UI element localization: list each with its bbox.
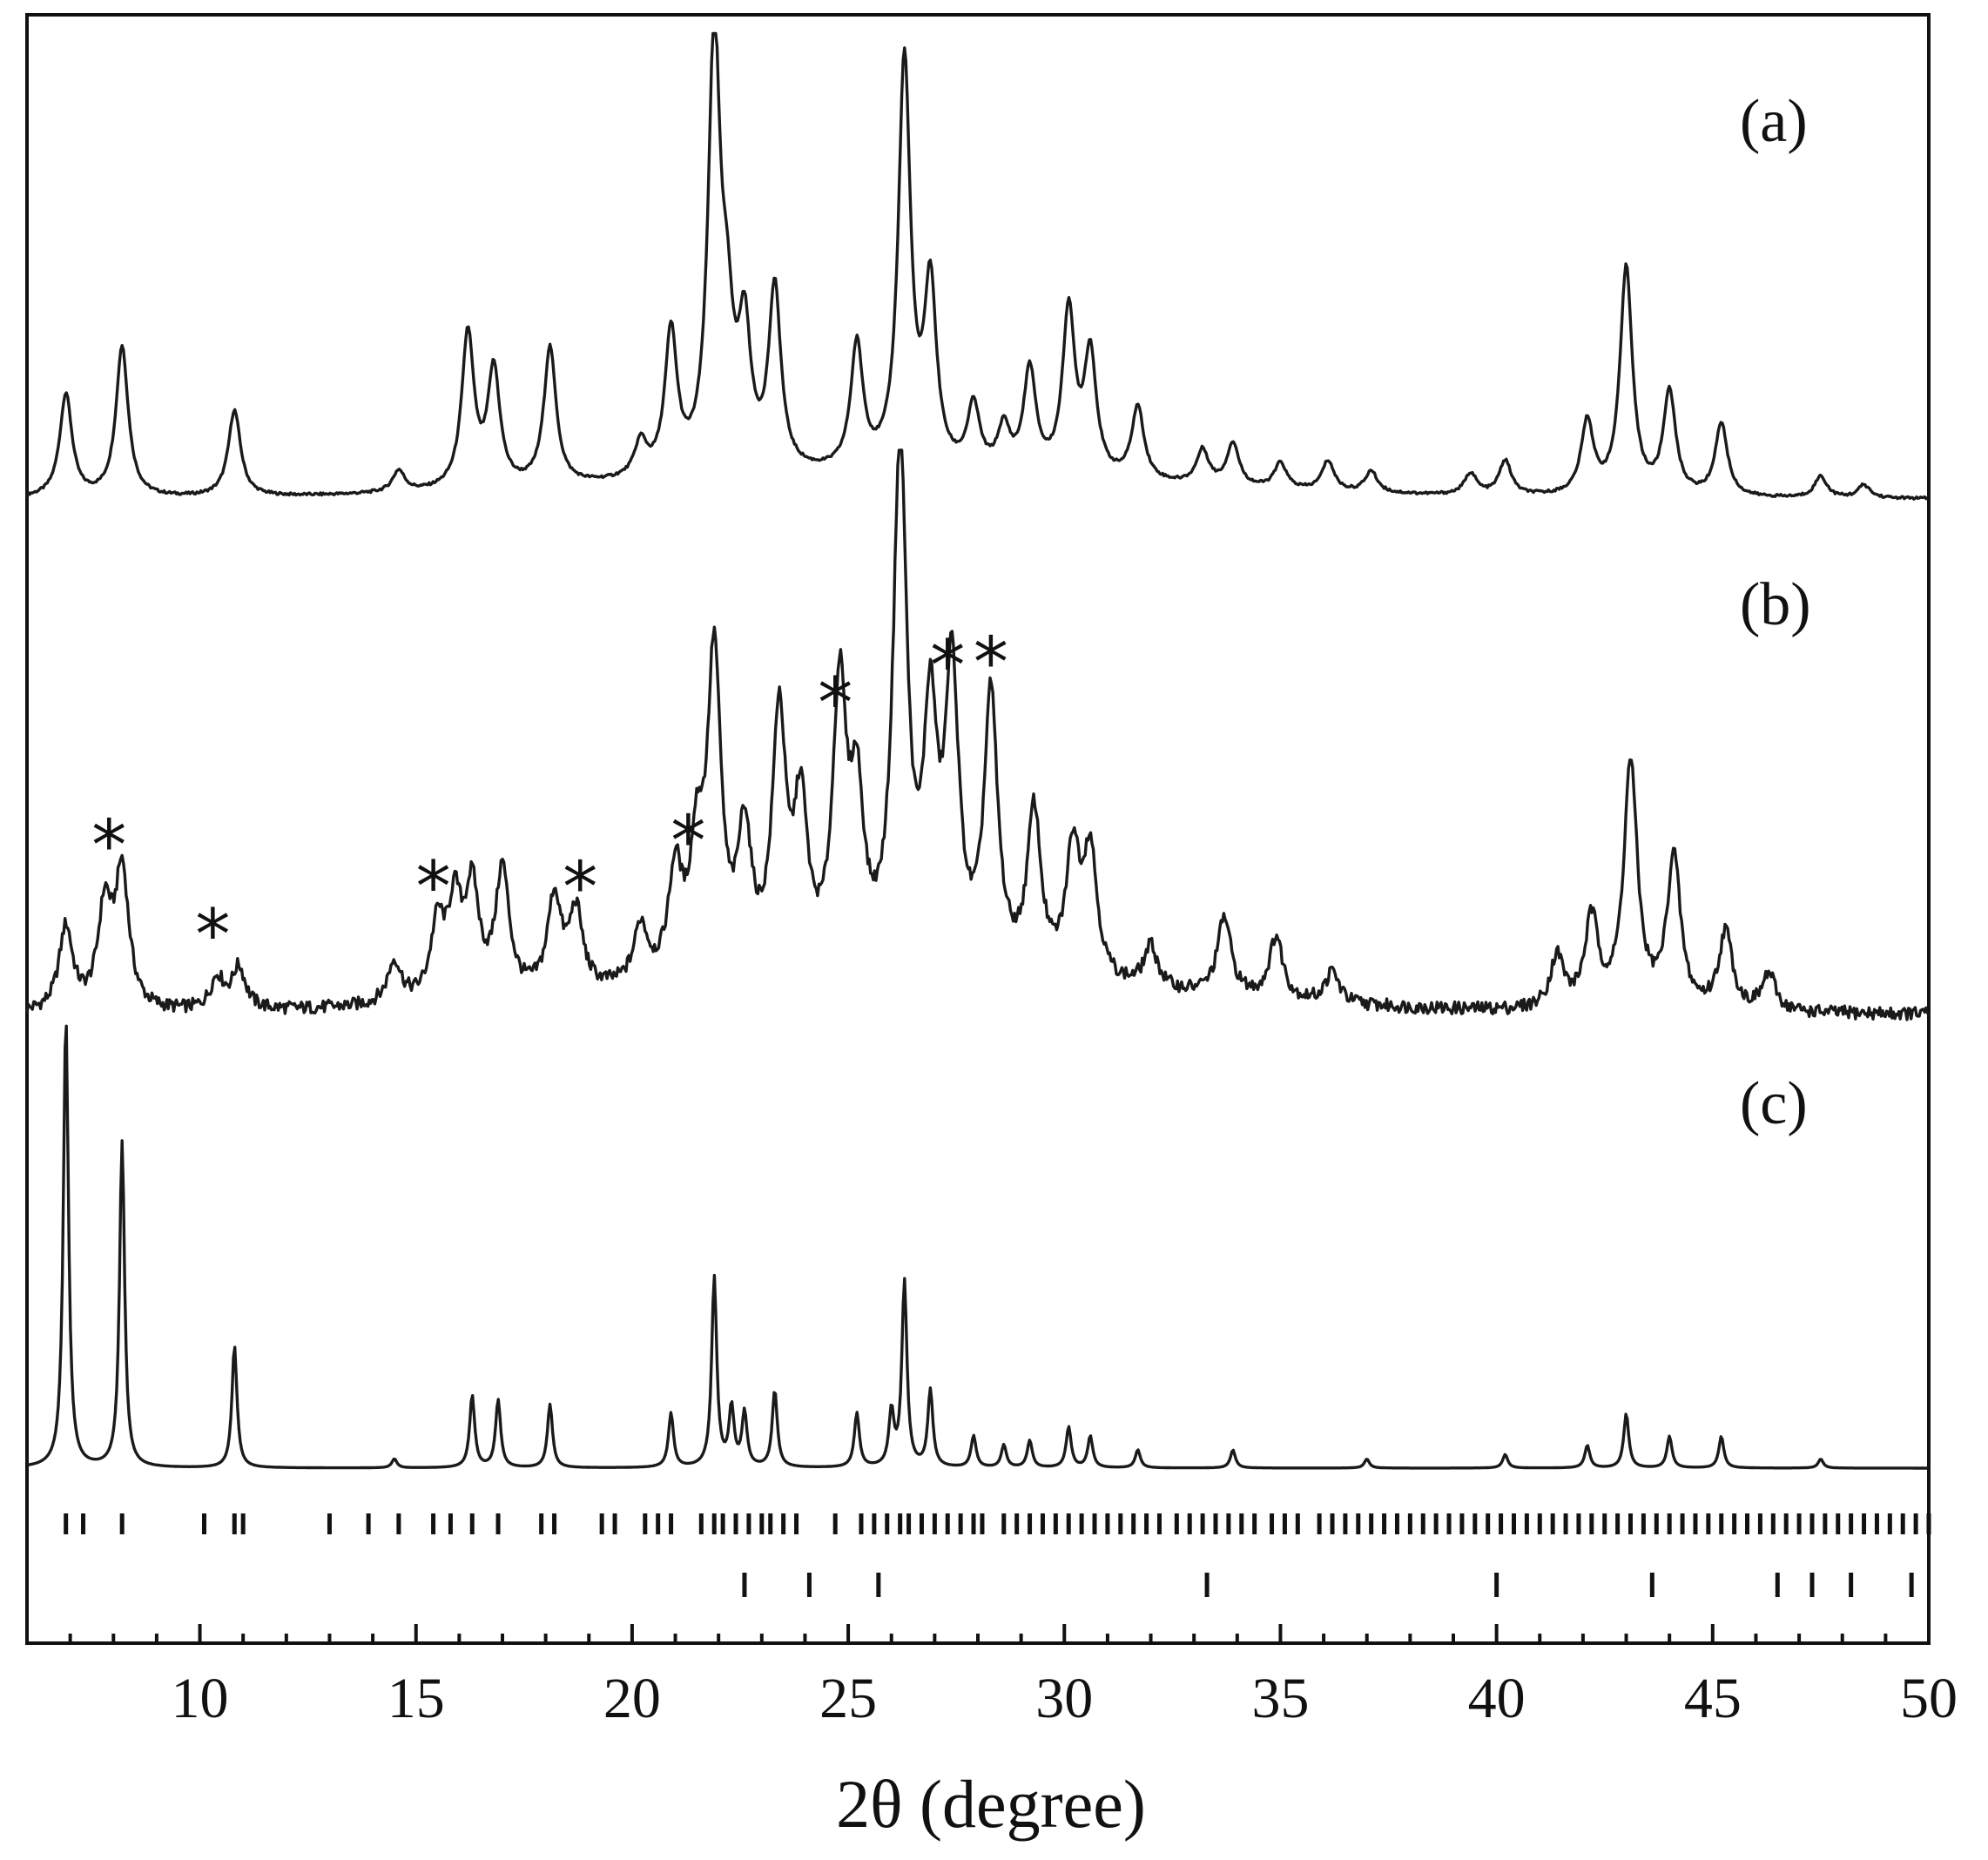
x-tick-label: 20 [603,1667,661,1730]
panel-label-a: (a) [1740,88,1808,155]
panel-label-b: (b) [1740,571,1811,638]
asterisk-marker: * [91,805,126,886]
x-tick-label: 15 [387,1667,445,1730]
x-tick-label: 35 [1251,1667,1309,1730]
x-axis: 10 15 20 25 30 35 40 45 50 [25,1624,1958,1730]
x-tick-label: 10 [172,1667,229,1730]
diffraction-traces [25,31,1931,1470]
asterisk-markers: *** *** * * [91,623,1008,975]
x-tick-label: 50 [1900,1667,1958,1730]
asterisk-marker: * [671,801,705,882]
x-tick-label: 45 [1684,1667,1742,1730]
asterisk-marker: * [563,847,597,928]
trace-b [25,448,1931,1021]
asterisk-marker: * [818,663,852,744]
plot-frame [25,13,1931,1645]
x-tick-label: 30 [1035,1667,1093,1730]
panel-label-c: (c) [1740,1070,1808,1137]
x-tick-label: 40 [1468,1667,1526,1730]
asterisk-marker: * [416,846,451,927]
reference-pattern-ticks [64,1513,1931,1597]
trace-a [25,31,1930,501]
asterisk-marker: * [974,623,1008,704]
asterisk-marker: * [930,625,965,706]
trace-c [26,1024,1930,1470]
x-tick-label: 25 [819,1667,877,1730]
panel-labels: (a) (b) (c) [1740,88,1811,1137]
x-axis-title: 2θ (degree) [836,1766,1146,1842]
asterisk-marker: * [195,894,230,975]
